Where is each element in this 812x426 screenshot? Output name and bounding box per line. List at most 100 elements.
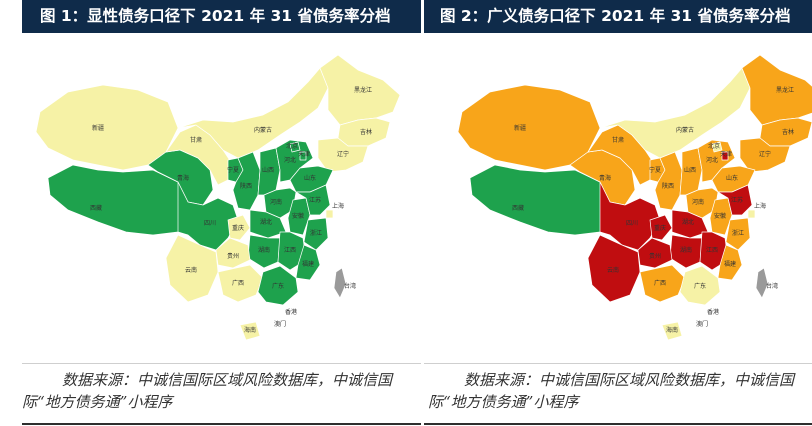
label-neimenggu: 内蒙古: [676, 126, 694, 134]
label-anhui: 安徽: [714, 212, 726, 220]
label-ningxia: 宁夏: [227, 166, 239, 174]
label-shandong: 山东: [726, 174, 738, 182]
province-shaanxi: [232, 151, 261, 211]
province-taiwan: [333, 267, 347, 299]
figure-2-bottom-rule: [424, 423, 812, 425]
figure-2-map: 黑龙江 吉林 辽宁 内蒙古 新疆 西藏 青海 甘肃 宁夏 陕西 山西 河北 北京 天津 山东 河南 四川 重庆 湖北…: [424, 40, 812, 352]
label-guangxi: 广西: [232, 279, 244, 287]
label-hebei: 河北: [706, 156, 718, 164]
label-macao: 澳门: [274, 320, 286, 328]
province-beijing: [289, 141, 301, 153]
province-liaoning: [317, 137, 369, 173]
label-shanxi: 山西: [684, 166, 696, 174]
province-heilongjiang: [741, 54, 812, 126]
figure-1-bottom-rule: [22, 423, 421, 425]
label-sichuan: 四川: [204, 220, 216, 227]
figure-2-title: 图 2：广义债务口径下 2021 年 31 省债务率分档: [424, 0, 812, 33]
figure-2-panel: 图 2：广义债务口径下 2021 年 31 省债务率分档 黑龙江吉林辽宁 内蒙古 新…: [424, 0, 812, 426]
province-heilongjiang: [319, 54, 401, 126]
figure-1-panel: 图 1：显性债务口径下 2021 年 31 省债务率分档 黑龙江吉林辽宁 内蒙古 新…: [0, 0, 421, 425]
province-tianjin: [299, 151, 307, 161]
province-guangdong: [257, 265, 299, 306]
province-jiangsu: [295, 184, 331, 216]
label-hubei: 湖北: [260, 218, 272, 226]
figure-1-title: 图 1：显性债务口径下 2021 年 31 省债务率分档: [22, 0, 421, 33]
province-zhejiang: [725, 217, 751, 251]
province-neimenggu: [599, 67, 751, 159]
label-fujian: 福建: [724, 260, 736, 268]
label-henan: 河南: [270, 198, 282, 206]
province-fujian: [295, 244, 321, 281]
label-hunan: 湖南: [680, 246, 692, 254]
province-guangdong: [679, 265, 721, 306]
label-jilin: 吉林: [360, 128, 372, 136]
label-fujian: 福建: [302, 260, 314, 268]
label-gansu: 甘肃: [612, 136, 624, 144]
label-xizang: 西藏: [90, 204, 102, 212]
label-tianjin: 天津: [298, 151, 310, 158]
label-yunnan: 云南: [607, 266, 619, 274]
label-chongqing: 重庆: [232, 224, 244, 232]
label-guizhou: 贵州: [227, 252, 239, 260]
label-hunan: 湖南: [258, 246, 270, 254]
label-shanghai: 上海: [754, 202, 766, 210]
label-qinghai: 青海: [599, 174, 611, 182]
province-shanghai: [325, 209, 334, 219]
label-xinjiang: 新疆: [92, 124, 104, 132]
label-beijing: 北京: [708, 142, 720, 150]
label-zhejiang: 浙江: [310, 229, 322, 237]
province-shaanxi: [654, 151, 683, 211]
label-taiwan: 台湾: [766, 282, 778, 290]
label-yunnan: 云南: [185, 266, 197, 274]
label-beijing: 北京: [286, 142, 298, 150]
label-tianjin: 天津: [720, 151, 732, 158]
province-xinjiang: [35, 84, 179, 171]
province-yunnan: [587, 234, 641, 303]
label-chongqing: 重庆: [654, 224, 666, 232]
figure-1-map: 黑龙江 吉林 辽宁 内蒙古 新疆 西藏 青海 甘肃 宁夏 陕西 山西 河北 北京 天津 山东 河南 四川 重庆 湖北…: [0, 40, 421, 352]
figure-2-source: 数据来源：中诚信国际区域风险数据库，中诚信国际“地方债务通”小程序: [428, 371, 795, 411]
label-guangdong: 广东: [694, 282, 706, 290]
label-hainan: 海南: [244, 326, 256, 334]
label-liaoning: 辽宁: [759, 150, 771, 158]
province-xinjiang: [457, 84, 601, 171]
province-chongqing: [227, 214, 251, 241]
province-guizhou: [215, 237, 251, 269]
panel-separator: [421, 33, 424, 426]
province-neimenggu: [177, 67, 329, 159]
label-taiwan: 台湾: [344, 282, 356, 290]
label-shandong: 山东: [304, 174, 316, 182]
province-hainan: [661, 321, 683, 341]
label-jiangxi: 江西: [706, 247, 718, 254]
label-shanxi: 山西: [262, 166, 274, 174]
label-jiangxi: 江西: [284, 247, 296, 254]
label-xizang: 西藏: [512, 204, 524, 212]
province-fujian: [717, 244, 743, 281]
label-jiangsu: 江苏: [731, 196, 743, 204]
province-taiwan: [755, 267, 769, 299]
label-xinjiang: 新疆: [514, 124, 526, 132]
label-hebei: 河北: [284, 156, 296, 164]
label-liaoning: 辽宁: [337, 150, 349, 158]
label-heilongjiang: 黑龙江: [776, 86, 794, 94]
province-yunnan: [165, 234, 219, 303]
province-shanghai: [747, 209, 756, 219]
label-zhejiang: 浙江: [732, 229, 744, 237]
label-shanghai: 上海: [332, 202, 344, 210]
label-neimenggu: 内蒙古: [254, 126, 272, 134]
label-heilongjiang: 黑龙江: [354, 86, 372, 94]
figure-1-source: 数据来源：中诚信国际区域风险数据库，中诚信国际“地方债务通”小程序: [22, 371, 393, 411]
province-hainan: [239, 321, 261, 341]
label-guangdong: 广东: [272, 282, 284, 290]
province-tianjin: [721, 151, 729, 161]
province-chongqing: [649, 214, 673, 241]
label-jilin: 吉林: [782, 128, 794, 136]
label-hubei: 湖北: [682, 218, 694, 226]
figure-2-divider: [424, 363, 812, 364]
label-henan: 河南: [692, 198, 704, 206]
province-liaoning: [739, 137, 791, 173]
label-guizhou: 贵州: [649, 252, 661, 260]
label-hongkong: 香港: [285, 308, 297, 316]
label-jiangsu: 江苏: [309, 196, 321, 204]
